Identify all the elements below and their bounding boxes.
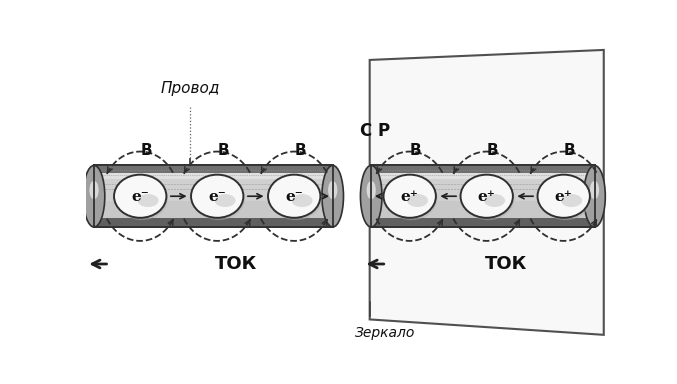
Bar (94, 218, 332, 227)
FancyBboxPatch shape (371, 166, 594, 227)
Bar (371, 166, 594, 173)
Ellipse shape (137, 194, 158, 207)
Ellipse shape (83, 166, 105, 227)
Ellipse shape (328, 181, 337, 199)
Text: e⁻: e⁻ (285, 190, 303, 204)
Ellipse shape (322, 166, 343, 227)
Text: Зеркало: Зеркало (355, 326, 415, 339)
Ellipse shape (89, 181, 99, 199)
Text: Провод: Провод (160, 81, 220, 96)
Ellipse shape (360, 166, 382, 227)
Text: B: B (410, 142, 422, 157)
Ellipse shape (561, 194, 582, 207)
Bar (94, 179, 332, 201)
Ellipse shape (462, 177, 515, 220)
Text: ТОК: ТОК (215, 255, 257, 273)
Text: B: B (294, 142, 306, 157)
Bar (371, 166, 594, 227)
Ellipse shape (538, 175, 590, 218)
Bar (371, 218, 594, 227)
Bar (371, 173, 594, 179)
Text: e⁻: e⁻ (209, 190, 226, 204)
Polygon shape (370, 50, 604, 335)
Bar (94, 166, 332, 227)
FancyBboxPatch shape (94, 166, 332, 227)
Ellipse shape (590, 181, 599, 199)
Ellipse shape (407, 194, 428, 207)
Ellipse shape (215, 194, 236, 207)
Text: B: B (141, 142, 152, 157)
Ellipse shape (269, 177, 322, 220)
Ellipse shape (460, 175, 513, 218)
Ellipse shape (292, 194, 313, 207)
Ellipse shape (268, 175, 320, 218)
Ellipse shape (192, 177, 245, 220)
Bar (371, 179, 594, 201)
Ellipse shape (367, 181, 376, 199)
Bar (94, 173, 332, 179)
Text: e⁺: e⁺ (478, 190, 496, 204)
Text: B: B (217, 142, 230, 157)
Ellipse shape (191, 175, 244, 218)
Text: e⁺: e⁺ (554, 190, 573, 204)
Ellipse shape (584, 166, 605, 227)
Text: e⁻: e⁻ (131, 190, 149, 204)
Text: B: B (564, 142, 575, 157)
Ellipse shape (116, 177, 168, 220)
Text: B: B (487, 142, 499, 157)
Ellipse shape (539, 177, 592, 220)
Text: ТОК: ТОК (485, 255, 527, 273)
Bar (94, 166, 332, 173)
Ellipse shape (114, 175, 167, 218)
Text: C P: C P (359, 122, 390, 140)
Ellipse shape (385, 177, 437, 220)
Ellipse shape (484, 194, 505, 207)
Ellipse shape (384, 175, 436, 218)
Text: e⁺: e⁺ (401, 190, 418, 204)
